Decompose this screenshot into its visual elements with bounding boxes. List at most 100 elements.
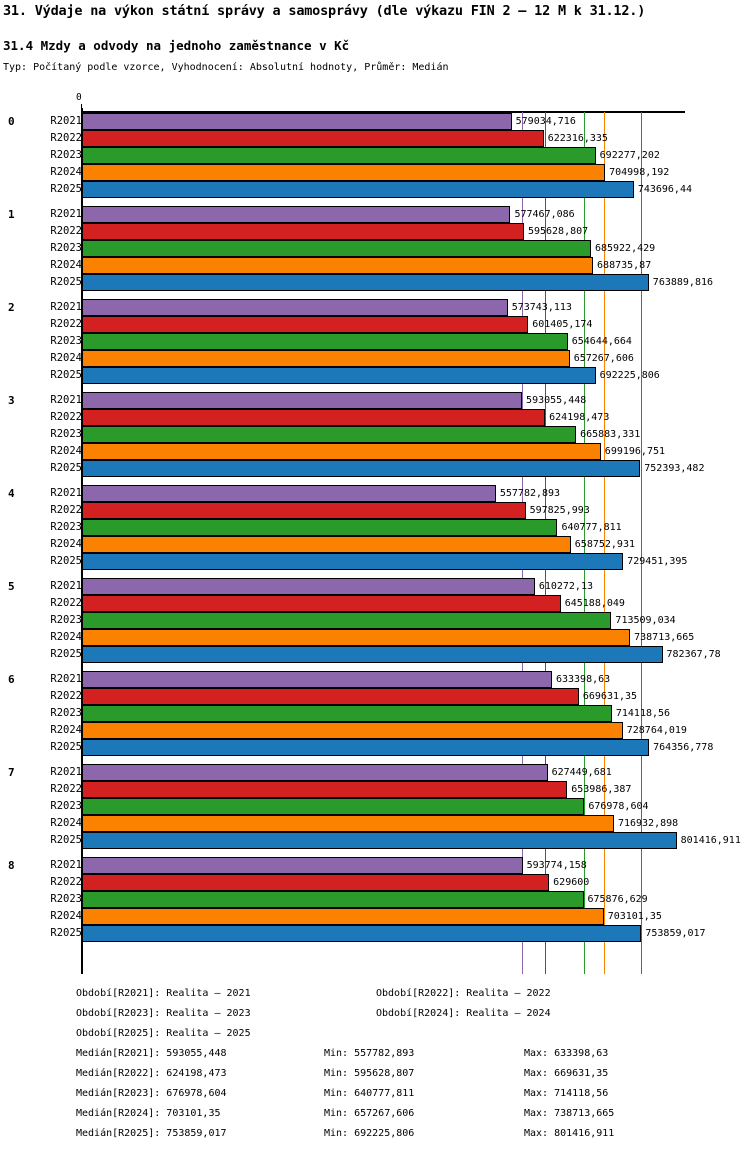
bar-row[interactable]: R2022 595628,807: [0, 223, 750, 240]
bar-row[interactable]: R2023 640777,811: [0, 519, 750, 536]
bar-row[interactable]: R2022 669631,35: [0, 688, 750, 705]
bar-row[interactable]: R2023 714118,56: [0, 705, 750, 722]
bar-row[interactable]: R2021 633398,63: [0, 671, 750, 688]
bar-value-label: 688735,87: [597, 260, 652, 271]
bar-row[interactable]: R2023 675876,629: [0, 891, 750, 908]
bar-group: 4 R2021 557782,893 R2022 597825,993 R2023 6407…: [0, 485, 750, 570]
bar-r2024[interactable]: [82, 350, 570, 367]
bar-row[interactable]: R2024 728764,019: [0, 722, 750, 739]
bar-row[interactable]: R2025 801416,911: [0, 832, 750, 849]
bar-r2023[interactable]: [82, 147, 596, 164]
stat-max: Max: 633398,63: [524, 1048, 609, 1059]
bar-row[interactable]: R2022 653986,387: [0, 781, 750, 798]
bar-row[interactable]: R2021 579034,716: [0, 113, 750, 130]
bar-r2023[interactable]: [82, 798, 585, 815]
bar-row[interactable]: R2024 738713,665: [0, 629, 750, 646]
bar-r2024[interactable]: [82, 257, 594, 274]
bar-r2024[interactable]: [82, 629, 631, 646]
bar-row[interactable]: R2023 692277,202: [0, 147, 750, 164]
bar-row[interactable]: R2021 627449,681: [0, 764, 750, 781]
bar-row[interactable]: R2023 665883,331: [0, 426, 750, 443]
bar-row[interactable]: R2021 593774,158: [0, 857, 750, 874]
bar-r2024[interactable]: [82, 815, 614, 832]
bar-row[interactable]: R2022 645188,049: [0, 595, 750, 612]
bar-group: 1 R2021 577467,086 R2022 595628,807 R2023 6859…: [0, 206, 750, 291]
bar-r2023[interactable]: [82, 333, 568, 350]
bar-row[interactable]: R2025 752393,482: [0, 460, 750, 477]
bar-r2025[interactable]: [82, 832, 677, 849]
bar-r2024[interactable]: [82, 536, 571, 553]
bar-r2024[interactable]: [82, 443, 601, 460]
bar-row[interactable]: R2023 713509,034: [0, 612, 750, 629]
bar-row[interactable]: R2021 557782,893: [0, 485, 750, 502]
bar-r2022[interactable]: [82, 688, 579, 705]
bar-r2022[interactable]: [82, 874, 550, 891]
bar-row[interactable]: R2023 685922,429: [0, 240, 750, 257]
bar-value-label: 782367,78: [666, 649, 721, 660]
bar-r2022[interactable]: [82, 409, 546, 426]
bar-r2021[interactable]: [82, 764, 548, 781]
bar-r2023[interactable]: [82, 240, 591, 257]
bar-row[interactable]: R2021 577467,086: [0, 206, 750, 223]
bar-row[interactable]: R2021 593055,448: [0, 392, 750, 409]
stats-row: Medián[R2023]: 676978,604 Min: 640777,811…: [0, 1088, 750, 1108]
bar-r2025[interactable]: [82, 181, 634, 198]
bar-row[interactable]: R2025 782367,78: [0, 646, 750, 663]
bar-r2022[interactable]: [82, 595, 561, 612]
bar-row[interactable]: R2022 629600: [0, 874, 750, 891]
bar-row[interactable]: R2024 703101,35: [0, 908, 750, 925]
bar-row[interactable]: R2023 676978,604: [0, 798, 750, 815]
bar-row[interactable]: R2025 729451,395: [0, 553, 750, 570]
bar-row[interactable]: R2024 688735,87: [0, 257, 750, 274]
bar-row[interactable]: R2025 763889,816: [0, 274, 750, 291]
bar-row[interactable]: R2024 657267,606: [0, 350, 750, 367]
bar-row[interactable]: R2025 692225,806: [0, 367, 750, 384]
bar-row[interactable]: R2024 704998,192: [0, 164, 750, 181]
bar-r2021[interactable]: [82, 392, 523, 409]
bar-row[interactable]: R2021 610272,13: [0, 578, 750, 595]
bar-r2024[interactable]: [82, 164, 606, 181]
bar-r2021[interactable]: [82, 485, 496, 502]
bar-row[interactable]: R2024 716932,898: [0, 815, 750, 832]
bar-r2025[interactable]: [82, 367, 596, 384]
bar-value-label: 692225,806: [599, 370, 660, 381]
bar-r2025[interactable]: [82, 646, 663, 663]
bar-r2024[interactable]: [82, 722, 623, 739]
bar-r2023[interactable]: [82, 612, 612, 629]
bar-r2023[interactable]: [82, 705, 612, 722]
bar-r2021[interactable]: [82, 857, 523, 874]
bar-r2025[interactable]: [82, 460, 641, 477]
bar-r2022[interactable]: [82, 781, 568, 798]
bar-row[interactable]: R2025 753859,017: [0, 925, 750, 942]
bar-row[interactable]: R2021 573743,113: [0, 299, 750, 316]
bar-r2021[interactable]: [82, 113, 512, 130]
bar-row[interactable]: R2022 622316,335: [0, 130, 750, 147]
bar-row[interactable]: R2024 699196,751: [0, 443, 750, 460]
bar-r2021[interactable]: [82, 206, 511, 223]
bar-row-label: R2025: [50, 369, 82, 381]
bar-r2022[interactable]: [82, 502, 526, 519]
bar-row[interactable]: R2023 654644,664: [0, 333, 750, 350]
bar-r2023[interactable]: [82, 426, 577, 443]
bar-r2022[interactable]: [82, 223, 524, 240]
bar-row[interactable]: R2024 658752,931: [0, 536, 750, 553]
bar-row[interactable]: R2022 601405,174: [0, 316, 750, 333]
bar-r2025[interactable]: [82, 739, 650, 756]
bar-r2025[interactable]: [82, 274, 649, 291]
bar-r2022[interactable]: [82, 316, 529, 333]
bar-r2021[interactable]: [82, 299, 508, 316]
bar-row[interactable]: R2025 743696,44: [0, 181, 750, 198]
bar-r2024[interactable]: [82, 908, 604, 925]
bar-r2025[interactable]: [82, 553, 624, 570]
bar-r2021[interactable]: [82, 578, 535, 595]
bar-row[interactable]: R2025 764356,778: [0, 739, 750, 756]
bar-r2025[interactable]: [82, 925, 642, 942]
bar-r2021[interactable]: [82, 671, 552, 688]
bar-row[interactable]: R2022 597825,993: [0, 502, 750, 519]
bar-r2023[interactable]: [82, 519, 558, 536]
bar-r2022[interactable]: [82, 130, 544, 147]
bar-group: 8 R2021 593774,158 R2022 629600 R2023 675876,6…: [0, 857, 750, 942]
bar-row[interactable]: R2022 624198,473: [0, 409, 750, 426]
bar-r2023[interactable]: [82, 891, 584, 908]
